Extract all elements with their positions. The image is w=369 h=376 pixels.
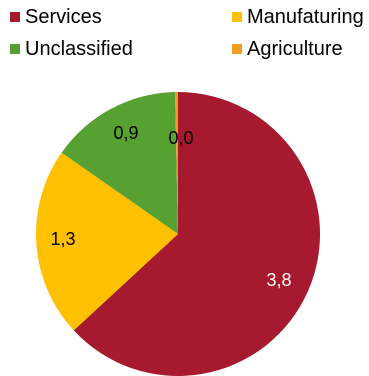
legend-swatch-manufaturing — [232, 12, 242, 22]
legend-label-services: Services — [25, 6, 102, 28]
legend-item-unclassified: Unclassified — [10, 38, 133, 60]
slice-label-unclassified: 0,9 — [113, 123, 138, 143]
legend-swatch-agriculture — [232, 44, 242, 54]
legend-swatch-services — [10, 12, 20, 22]
legend-label-unclassified: Unclassified — [25, 38, 133, 60]
legend-item-manufaturing: Manufaturing — [232, 6, 364, 28]
pie-slice-services — [73, 92, 321, 376]
slice-label-agriculture: 0,0 — [168, 128, 193, 148]
legend-label-agriculture: Agriculture — [247, 38, 343, 60]
pie-slice-manufaturing — [36, 152, 178, 331]
pie-slice-agriculture — [175, 91, 178, 234]
legend-item-services: Services — [10, 6, 102, 28]
legend-item-agriculture: Agriculture — [232, 38, 343, 60]
slice-label-services: 3,8 — [266, 270, 291, 290]
legend-label-manufaturing: Manufaturing — [247, 6, 364, 28]
legend-swatch-unclassified — [10, 44, 20, 54]
legend: Services Manufaturing Unclassified Agric… — [0, 0, 369, 70]
pie-slice-unclassified — [61, 92, 178, 234]
slice-label-manufaturing: 1,3 — [50, 229, 75, 249]
